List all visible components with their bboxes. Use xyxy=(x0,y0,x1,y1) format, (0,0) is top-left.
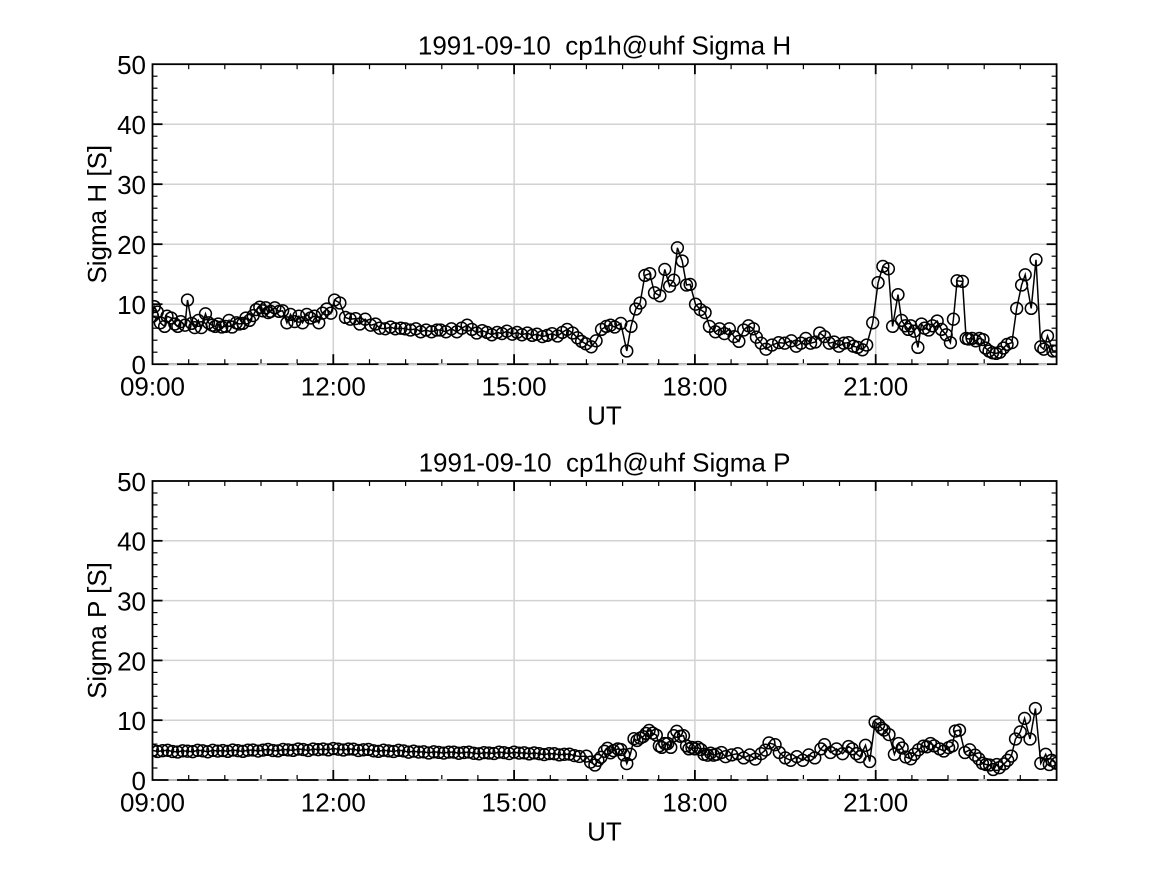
svg-text:18:00: 18:00 xyxy=(662,788,727,818)
svg-text:UT: UT xyxy=(587,817,622,847)
svg-text:40: 40 xyxy=(117,527,146,557)
svg-text:30: 30 xyxy=(117,170,146,200)
svg-text:1991-09-10 cp1h@uhf Sigma H: 1991-09-10 cp1h@uhf Sigma H xyxy=(418,31,791,61)
svg-text:40: 40 xyxy=(117,110,146,140)
svg-text:50: 50 xyxy=(117,467,146,497)
svg-text:20: 20 xyxy=(117,230,146,260)
svg-text:21:00: 21:00 xyxy=(843,372,908,402)
svg-text:0: 0 xyxy=(132,350,146,380)
svg-text:09:00: 09:00 xyxy=(120,788,185,818)
svg-text:20: 20 xyxy=(117,646,146,676)
svg-text:UT: UT xyxy=(587,401,622,431)
svg-text:Sigma P [S]: Sigma P [S] xyxy=(82,562,112,699)
svg-text:12:00: 12:00 xyxy=(301,788,366,818)
svg-text:10: 10 xyxy=(117,706,146,736)
svg-text:Sigma H [S]: Sigma H [S] xyxy=(82,145,112,284)
svg-text:12:00: 12:00 xyxy=(301,372,366,402)
svg-text:50: 50 xyxy=(117,50,146,80)
svg-text:0: 0 xyxy=(132,766,146,796)
svg-text:09:00: 09:00 xyxy=(120,372,185,402)
svg-text:21:00: 21:00 xyxy=(843,788,908,818)
svg-text:30: 30 xyxy=(117,587,146,617)
svg-text:15:00: 15:00 xyxy=(482,372,547,402)
svg-text:18:00: 18:00 xyxy=(662,372,727,402)
svg-text:15:00: 15:00 xyxy=(482,788,547,818)
svg-text:1991-09-10 cp1h@uhf Sigma P: 1991-09-10 cp1h@uhf Sigma P xyxy=(419,448,791,478)
svg-text:10: 10 xyxy=(117,290,146,320)
